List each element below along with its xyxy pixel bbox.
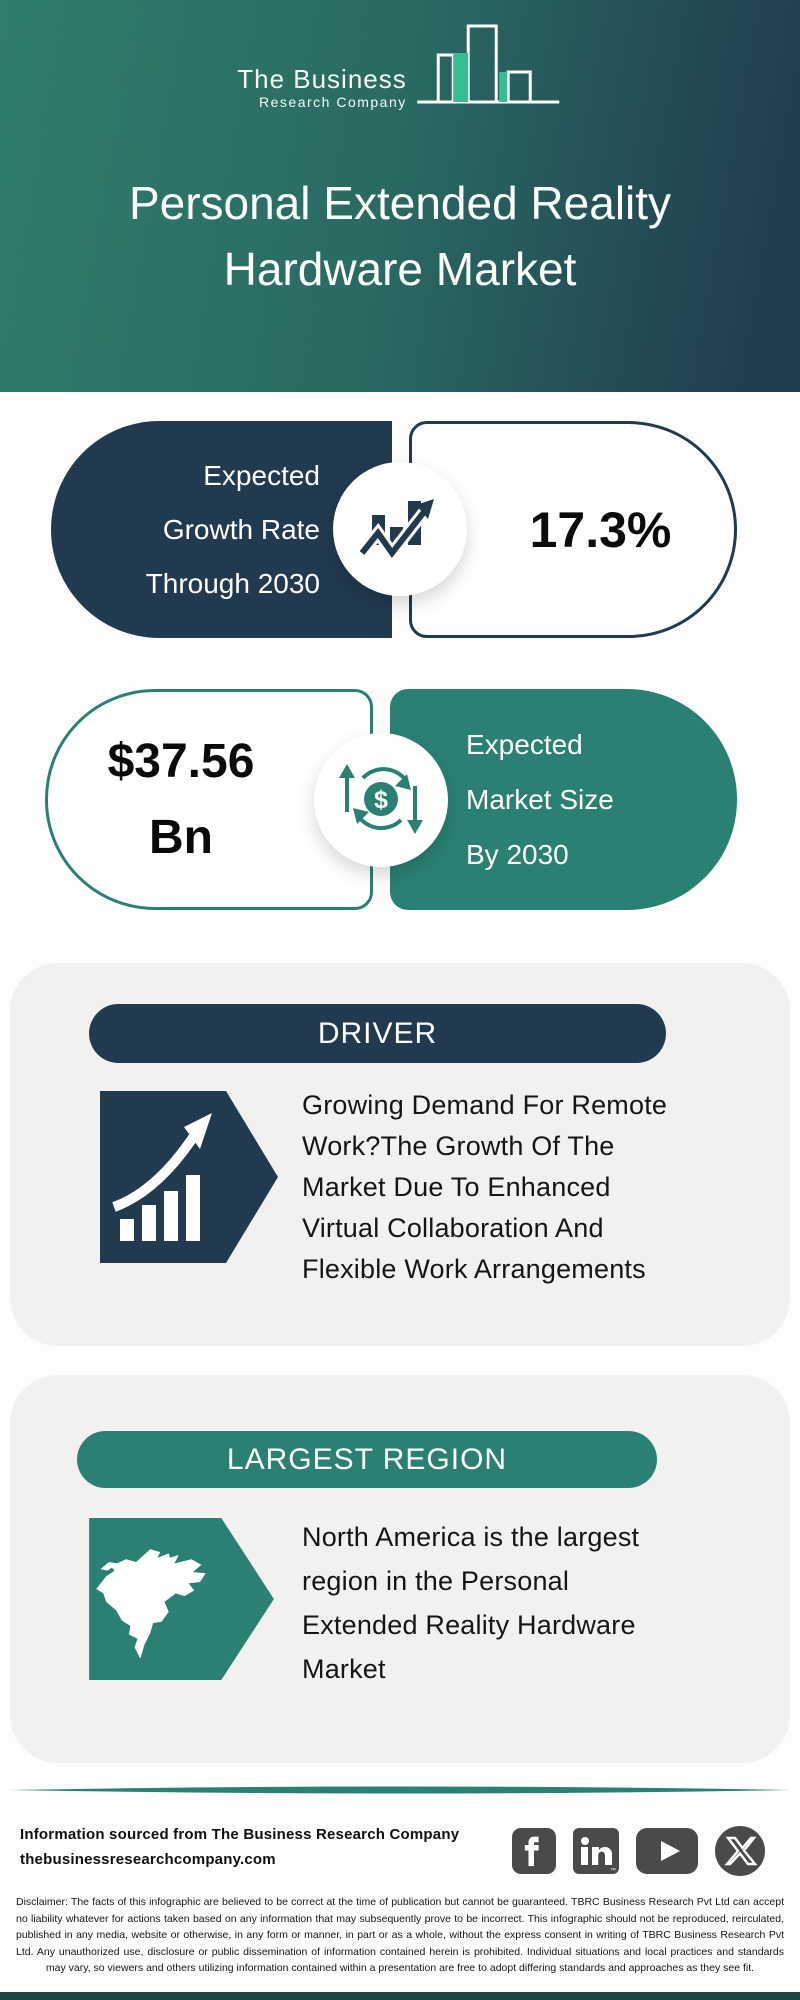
x-icon[interactable] <box>715 1826 765 1876</box>
largest-region-heading: LARGEST REGION <box>226 1442 508 1476</box>
bottom-accent-bar <box>0 1992 800 2000</box>
growth-rate-value: 17.3% <box>529 501 672 558</box>
bar-chart-logo-icon <box>413 10 563 115</box>
disclaimer-text: Disclaimer: The facts of this infographi… <box>16 1896 784 1974</box>
social-icon-row: ™ <box>512 1826 765 1876</box>
market-size-value-pill: $37.56 Bn <box>45 689 373 910</box>
growth-chart-icon <box>356 483 444 576</box>
market-size-label-pill: Expected Market Size By 2030 <box>390 689 737 910</box>
largest-region-card: LARGEST REGION North America is the larg… <box>10 1375 790 1763</box>
footer-divider <box>8 1783 792 1801</box>
facebook-icon[interactable] <box>512 1828 556 1874</box>
dollar-cycle-icon: $ <box>333 750 429 851</box>
page-title: Personal Extended Reality Hardware Marke… <box>128 177 672 295</box>
driver-card: DRIVER Growing Demand For Remote Work?Th… <box>10 963 790 1346</box>
dollar-cycle-badge: $ <box>314 733 448 867</box>
company-logo: The Business Research Company <box>237 10 563 115</box>
market-size-label: Expected Market Size By 2030 <box>466 729 614 870</box>
svg-text:™: ™ <box>610 1867 616 1874</box>
driver-text: Growing Demand For Remote Work?The Growt… <box>302 1090 668 1284</box>
linkedin-icon[interactable]: ™ <box>573 1828 619 1874</box>
header-banner: The Business Research Company Personal E… <box>0 0 800 392</box>
growth-rate-label: Expected Growth Rate Through 2030 <box>145 459 320 599</box>
driver-heading-pill: DRIVER <box>89 1004 666 1063</box>
logo-subname: Research Company <box>259 93 407 110</box>
company-logo-text: The Business Research Company <box>237 63 407 115</box>
youtube-icon[interactable] <box>636 1828 698 1874</box>
largest-region-heading-pill: LARGEST REGION <box>77 1431 657 1488</box>
source-attribution: Information sourced from The Business Re… <box>20 1826 460 1868</box>
bar-growth-arrow-icon <box>100 1091 278 1268</box>
growth-rate-value-pill: 17.3% <box>409 421 737 638</box>
market-size-value: $37.56 Bn <box>107 734 255 864</box>
svg-text:$: $ <box>374 786 388 814</box>
largest-region-text: North America is the largest region in t… <box>302 1522 640 1684</box>
north-america-map-icon <box>89 1518 274 1685</box>
logo-name: The Business <box>237 63 407 94</box>
driver-heading: DRIVER <box>317 1016 438 1050</box>
growth-chart-badge <box>333 462 467 596</box>
